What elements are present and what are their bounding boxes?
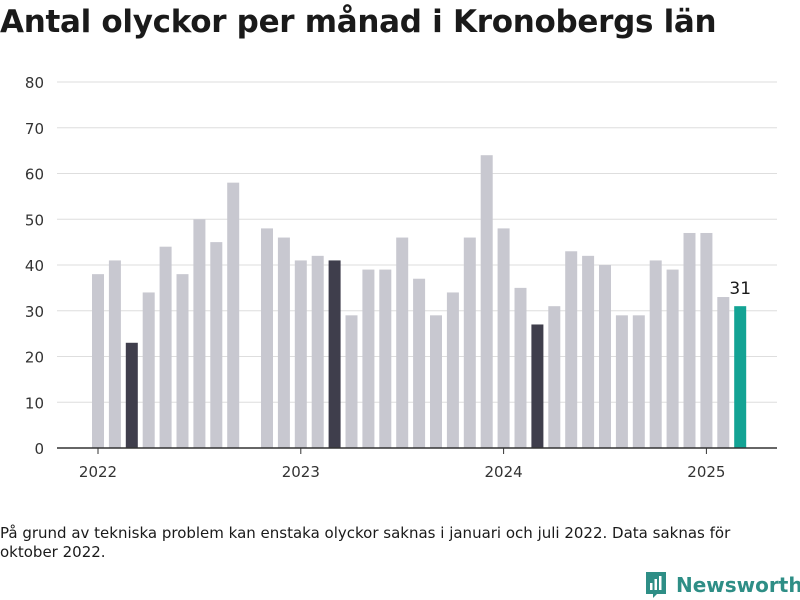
bar-2022-08	[210, 242, 223, 448]
bar-2024-04	[548, 306, 561, 448]
bar-2023-01	[294, 260, 307, 448]
chart-title: Antal olyckor per månad i Kronobergs län	[0, 4, 717, 40]
brand-logo[interactable]: Newsworthy	[644, 570, 800, 600]
bar-2024-02	[514, 287, 527, 448]
y-tick-label: 10	[25, 394, 44, 412]
x-axis: 2022 2023 2024 2025	[57, 447, 777, 481]
brand-name: Newsworthy	[676, 573, 800, 597]
y-tick-label: 50	[25, 211, 44, 229]
bar-2023-08	[413, 278, 426, 448]
y-tick-label: 60	[25, 166, 44, 184]
bar-2022-06	[176, 274, 189, 448]
y-tick-label: 80	[25, 74, 44, 92]
newsworthy-logo-icon	[646, 572, 666, 598]
x-tick-label: 2024	[485, 463, 523, 481]
bar-2023-02	[311, 255, 324, 448]
bar-2024-03	[531, 324, 544, 448]
bar-2022-04	[142, 292, 155, 448]
bar-2022-09	[227, 182, 240, 448]
bar-2023-10	[446, 292, 459, 448]
bar-2022-12	[277, 237, 290, 448]
bar-2024-10	[649, 260, 662, 448]
bar-2023-07	[396, 237, 409, 448]
bar-2023-12	[480, 155, 493, 448]
bar-2024-05	[565, 251, 578, 448]
bar-2022-03	[125, 342, 138, 448]
bar-2025-02	[717, 297, 730, 448]
y-tick-label: 70	[25, 120, 44, 138]
latest-value-label: 31	[729, 279, 751, 299]
x-tick-label: 2022	[79, 463, 117, 481]
bar-2023-03	[328, 260, 341, 448]
bar-2024-01	[497, 228, 510, 448]
bar-2023-06	[379, 269, 392, 448]
bar-2023-09	[430, 315, 442, 448]
y-axis-ticks: 0 10 20 30 40 50 60 70 80	[25, 74, 44, 458]
bars	[92, 155, 747, 448]
bar-2024-12	[683, 232, 696, 448]
bar-2022-01	[92, 274, 104, 448]
bar-2024-08	[615, 315, 628, 448]
bar-2024-09	[632, 315, 645, 448]
x-tick-label: 2023	[282, 463, 320, 481]
data-labels: 31	[729, 279, 751, 299]
y-tick-label: 40	[25, 257, 44, 275]
bar-chart: 0 10 20 30 40 50 60 70 80 2022 2023 2024 2025 31	[25, 74, 777, 481]
x-tick-label: 2025	[687, 463, 725, 481]
y-tick-label: 20	[25, 349, 44, 367]
bar-2022-05	[159, 246, 172, 448]
bar-2023-05	[362, 269, 375, 448]
bar-2023-11	[463, 237, 476, 448]
bar-2023-04	[345, 315, 358, 448]
bar-2022-02	[108, 260, 121, 448]
y-tick-label: 30	[25, 303, 44, 321]
bar-2024-11	[666, 269, 679, 448]
bar-2024-07	[599, 265, 611, 448]
bar-2025-03	[734, 306, 747, 448]
bar-2022-11	[261, 228, 273, 448]
bar-2022-07	[193, 219, 206, 448]
y-tick-label: 0	[34, 440, 44, 458]
bar-2024-06	[582, 255, 595, 448]
bar-2025-01	[700, 232, 713, 448]
footnote: På grund av tekniska problem kan enstaka…	[0, 524, 731, 561]
